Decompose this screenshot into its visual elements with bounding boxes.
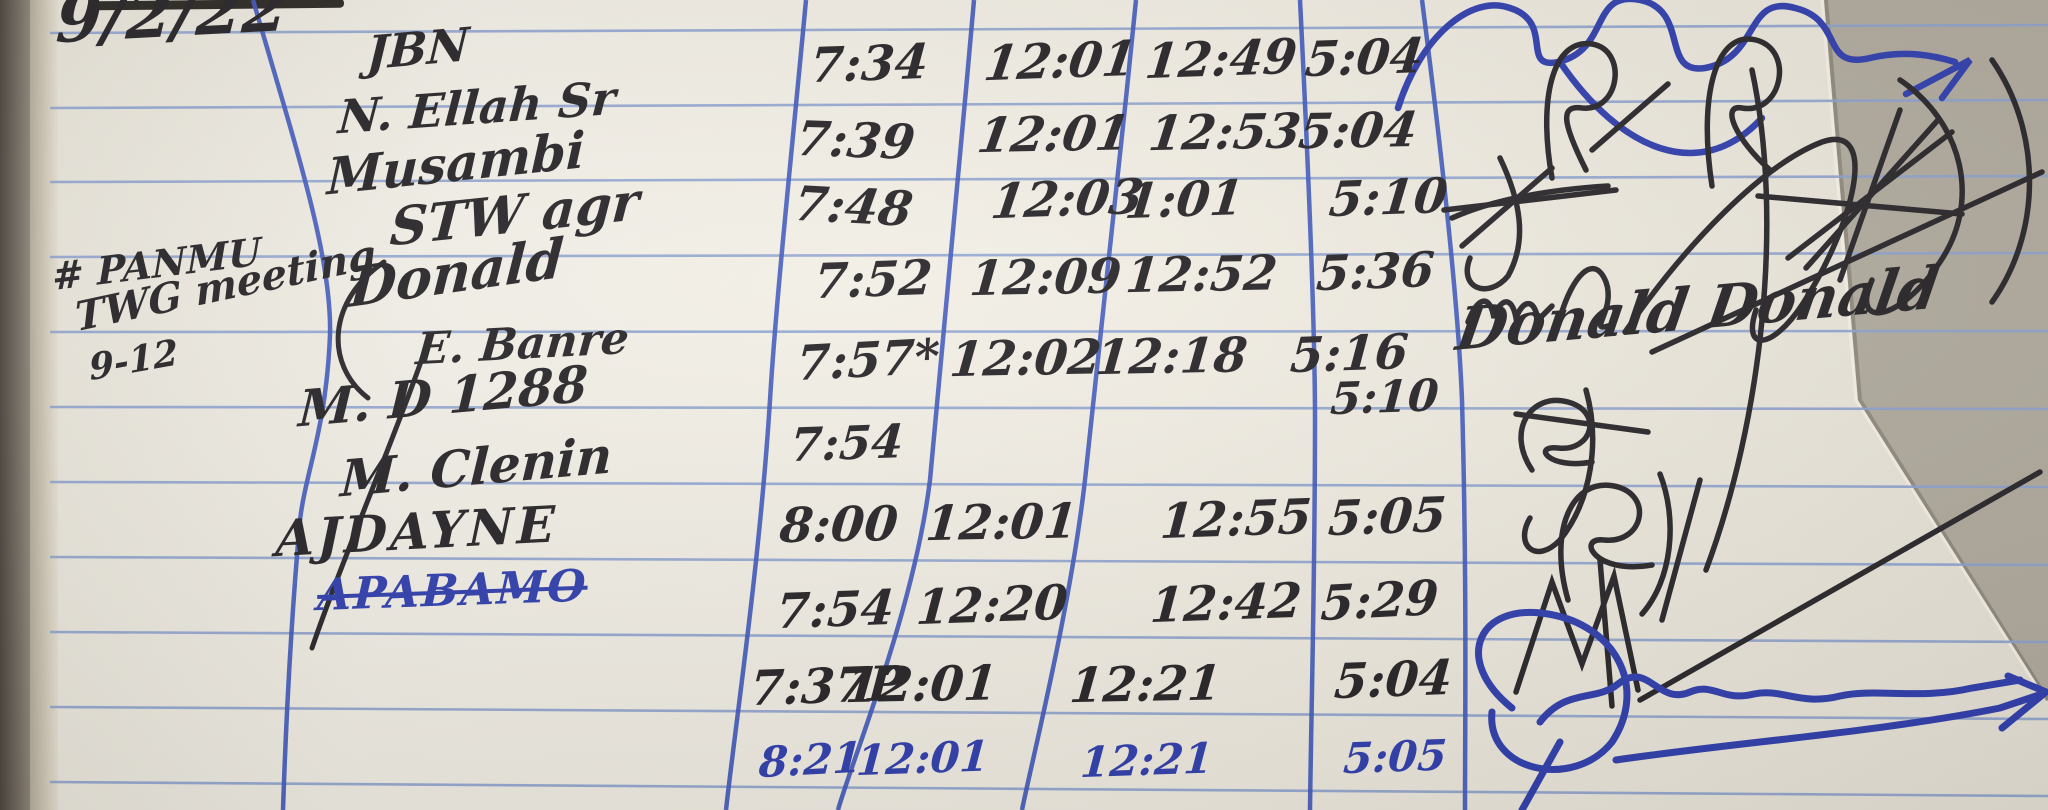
time-in: 7:39 xyxy=(792,111,919,171)
column-line-d xyxy=(1297,0,1318,810)
lunch-in: 12:49 xyxy=(1142,28,1300,91)
lunch-in: 12:18 xyxy=(1093,327,1250,387)
signature-scribble-row-banre xyxy=(1513,387,1651,555)
column-line-b xyxy=(835,0,977,810)
signature-scribble-row-musambi xyxy=(1465,136,2045,355)
page-right-edge xyxy=(1824,0,2048,702)
page-left-edge xyxy=(0,0,30,810)
stray-paren-stroke xyxy=(335,259,387,401)
signature-scribble-row-jbn xyxy=(1544,36,1783,573)
column-line-e xyxy=(1419,0,1468,810)
time-out: 5:10 xyxy=(1326,167,1451,229)
time-out: 5:04 xyxy=(1295,101,1421,161)
time-out: 5:05 xyxy=(1326,486,1449,548)
time-in: 7:34 xyxy=(808,33,931,95)
lunch-out: 12:03 xyxy=(987,168,1147,231)
ruled-lines xyxy=(49,23,2048,798)
lunch-in: 12:52 xyxy=(1123,245,1280,305)
lunch-out: 12:01 xyxy=(843,655,1000,715)
column-line-c xyxy=(1019,0,1139,810)
time-out: 5:29 xyxy=(1319,569,1440,633)
time-in: 8:21 xyxy=(757,732,864,788)
signature-scribble-top-right xyxy=(1394,0,1973,157)
date: 9/2/22 xyxy=(54,0,290,59)
column-lines xyxy=(250,0,1468,810)
row-name: AJDAYNE xyxy=(275,494,559,569)
time-in: 7:48 xyxy=(789,176,917,238)
lunch-out: 12:01 xyxy=(923,493,1080,553)
lunch-out: 12:02 xyxy=(947,329,1104,389)
time-in: 7:54 xyxy=(788,414,906,473)
lunch-in: 12:55 xyxy=(1158,488,1314,551)
signature-scribble-row-stw xyxy=(1863,57,2033,316)
row-name-struck: APABAMO xyxy=(316,560,589,622)
row-name: JBN xyxy=(365,17,471,81)
time-out: 5:04 xyxy=(1332,649,1455,711)
lunch-in: 12:21 xyxy=(1067,655,1224,715)
time-out: 5:04 xyxy=(1302,27,1427,89)
lunch-in: 12:53 xyxy=(1145,103,1304,163)
lunch-in: 12:42 xyxy=(1148,572,1304,635)
time-in: 7:52 xyxy=(812,249,935,311)
lunch-out: 12:01 xyxy=(973,105,1134,165)
time-in: 7:54 xyxy=(774,579,897,641)
stray-pen-strokes xyxy=(309,259,433,651)
signature-scribble-row-clenin xyxy=(1513,469,2043,709)
lunch-in: 1:01 xyxy=(1122,169,1247,231)
lunch-in: 12:21 xyxy=(1078,733,1215,788)
time-out: 5:05 xyxy=(1341,730,1449,784)
column-line-names xyxy=(250,0,333,810)
column-line-a xyxy=(723,0,809,810)
time-in: 7:57* xyxy=(795,328,942,393)
signature-scribble-row-md xyxy=(1558,471,1703,623)
page-right-edge-highlight xyxy=(1820,0,2046,699)
lunch-out: 12:09 xyxy=(967,248,1124,308)
lunch-out: 12:20 xyxy=(914,574,1070,637)
stray-diagonal-stroke xyxy=(309,333,433,651)
time-out: 5:36 xyxy=(1314,241,1437,303)
time-out-extra: 5:10 xyxy=(1328,370,1441,426)
lunch-out: 12:01 xyxy=(980,30,1140,93)
signature-scribble-row-ellah xyxy=(1441,107,1965,292)
signature-scribble-bottom xyxy=(1475,609,2048,810)
time-in: 8:00 xyxy=(777,495,901,555)
page-left-edge-highlight xyxy=(30,0,58,810)
lunch-out: 12:01 xyxy=(854,731,991,786)
